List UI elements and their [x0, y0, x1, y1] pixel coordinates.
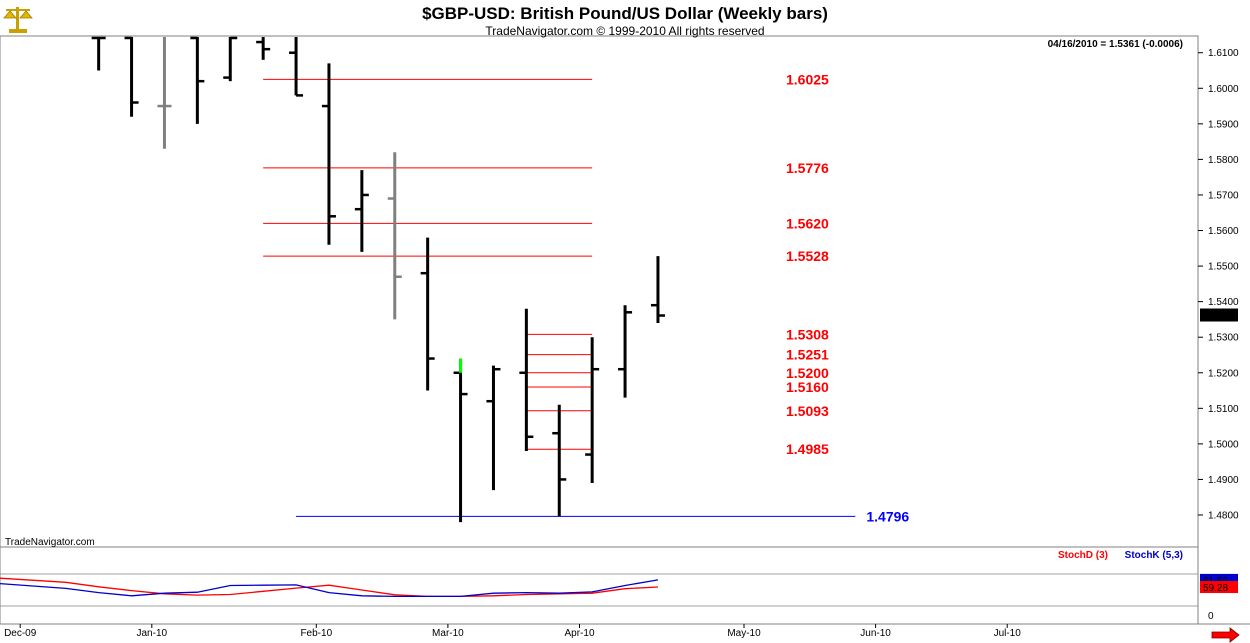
ohlc-bar	[552, 404, 567, 517]
price-axis: 1.4800 1.4900 1.5000 1.5100 1.5200 1.5300 1.54…	[1198, 48, 1239, 522]
ohlc-bar	[486, 365, 501, 491]
stoch-axis: 81.5659.280	[1200, 573, 1238, 622]
last-price-label: 1.5361	[1203, 311, 1234, 322]
copyright-text: TradeNavigator.com © 1999-2010 All right…	[485, 24, 764, 38]
price-tick-label: 1.5600	[1208, 226, 1239, 237]
ohlc-bar	[223, 36, 238, 82]
stochd-value-box	[1200, 581, 1238, 594]
gold-scales-icon	[3, 7, 33, 33]
date-tick-label: Jul-10	[994, 628, 1022, 639]
ohlc-bar	[321, 63, 336, 245]
ohlc-bar	[91, 36, 106, 71]
stoch-line	[0, 579, 659, 598]
ohlc-bar	[289, 37, 304, 97]
ohlc-bar	[354, 170, 369, 252]
date-axis: Dec-09 Jan-10 Feb-10 Mar-10 Apr-10 May-10 Jun-…	[4, 624, 1021, 639]
price-tick-label: 1.5200	[1208, 368, 1239, 379]
date-tick-label: Jun-10	[860, 628, 891, 639]
chart-title: $GBP-USD: British Pound/US Dollar (Weekl…	[422, 4, 828, 23]
ohlc-bar	[650, 256, 665, 323]
ohlc-bar	[585, 337, 600, 483]
right-arrow-icon[interactable]	[1211, 627, 1240, 643]
date-tick-label: Mar-10	[432, 628, 464, 639]
level-label: 1.5251	[786, 347, 829, 363]
ohlc-bar	[519, 308, 534, 451]
date-tick-label: May-10	[727, 628, 761, 639]
level-label: 1.4985	[786, 441, 829, 457]
level-label: 1.5200	[786, 365, 829, 381]
stoch-tick-label: 0	[1208, 611, 1214, 622]
date-tick-label: Jan-10	[137, 628, 168, 639]
date-tick-label: Apr-10	[564, 628, 594, 639]
ohlc-bar	[157, 37, 172, 149]
price-tick-label: 1.5100	[1208, 404, 1239, 415]
level-label: 1.5776	[786, 160, 829, 176]
stochd-value: 59.28	[1203, 583, 1228, 594]
ohlc-bar	[387, 152, 402, 320]
price-tick-label: 1.5800	[1208, 155, 1239, 166]
support-resistance-levels: 1.6025 1.5776 1.5620 1.5528 1.5308 1.5251 1.52…	[263, 71, 909, 524]
price-tick-label: 1.5000	[1208, 439, 1239, 450]
price-tick-label: 1.5500	[1208, 262, 1239, 273]
last-price-box	[1200, 308, 1238, 322]
level-label: 1.5308	[786, 326, 829, 342]
price-tick-label: 1.5400	[1208, 297, 1239, 308]
ohlc-bar	[124, 36, 139, 117]
stoch-panel	[0, 546, 1199, 625]
date-tick-label: Feb-10	[300, 628, 332, 639]
price-tick-label: 1.5700	[1208, 190, 1239, 201]
stochk-legend: StochK (5,3)	[1125, 550, 1183, 561]
level-label: 1.5528	[786, 248, 829, 264]
date-tick-label: Dec-09	[4, 628, 37, 639]
price-tick-label: 1.5900	[1208, 119, 1239, 130]
ohlc-bar	[256, 37, 271, 60]
level-label: 1.5620	[786, 215, 829, 231]
stochd-legend: StochD (3)	[1058, 550, 1108, 561]
last-quote: 04/16/2010 = 1.5361 (-0.0006)	[1048, 39, 1183, 50]
ohlc-bar	[190, 36, 205, 124]
price-tick-label: 1.6100	[1208, 48, 1239, 59]
price-tick-label: 1.5300	[1208, 333, 1239, 344]
ohlc-bars	[91, 36, 665, 523]
ohlc-bar	[420, 237, 435, 391]
stoch-line	[0, 577, 659, 598]
last-price-marker: 1.5361	[1200, 308, 1238, 322]
price-tick-label: 1.6000	[1208, 84, 1239, 95]
level-label: 1.5160	[786, 379, 829, 395]
price-tick-label: 1.4800	[1208, 511, 1239, 522]
price-tick-label: 1.4900	[1208, 475, 1239, 486]
ohlc-bar	[618, 305, 633, 398]
level-label: 1.5093	[786, 403, 829, 419]
price-panel	[0, 35, 1199, 548]
level-label: 1.6025	[786, 71, 829, 87]
level-label: 1.4796	[866, 508, 909, 524]
watermark: TradeNavigator.com	[5, 537, 95, 548]
stochastic-lines	[0, 573, 1198, 607]
